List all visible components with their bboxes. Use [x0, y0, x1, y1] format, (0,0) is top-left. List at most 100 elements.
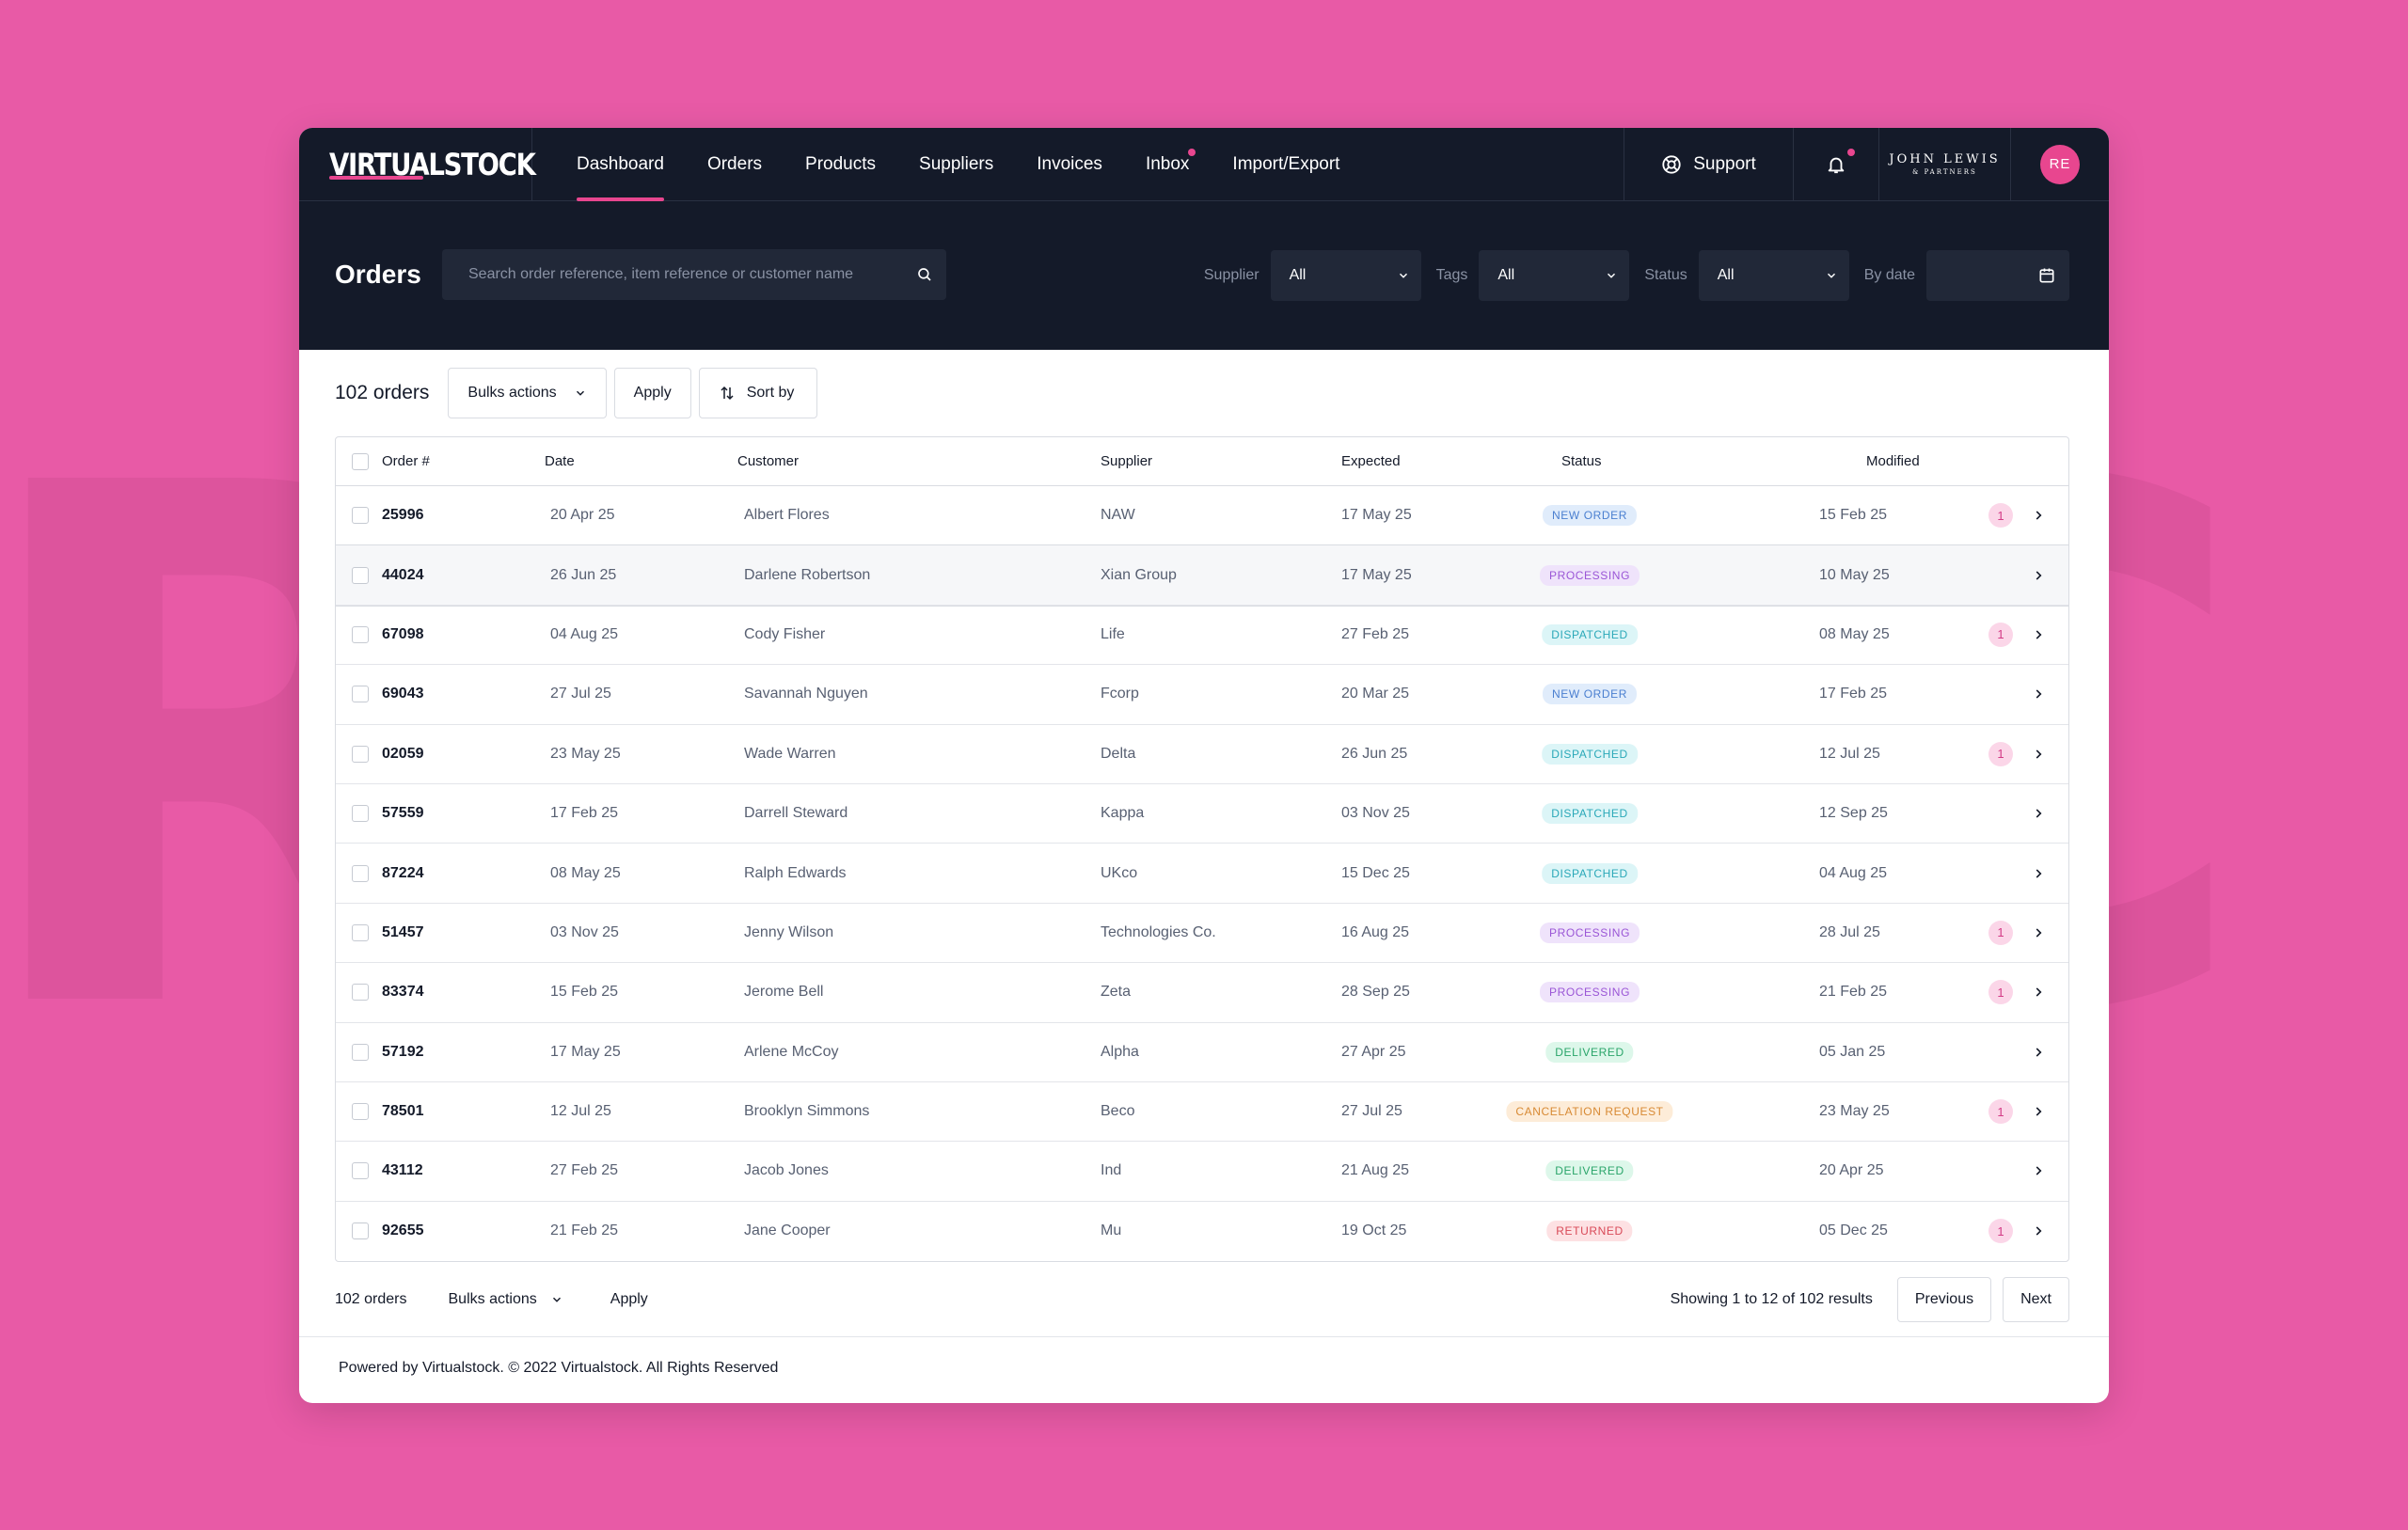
date-picker[interactable]	[1926, 250, 2069, 301]
row-checkbox[interactable]	[352, 507, 369, 525]
table-row[interactable]: 78501 12 Jul 25 Brooklyn Simmons Beco 27 Jul…	[336, 1082, 2068, 1143]
logo[interactable]: VIRTUALSTOCK	[299, 128, 536, 200]
order-number[interactable]: 43112	[382, 1162, 423, 1179]
order-number[interactable]: 02059	[382, 745, 424, 762]
header-supplier[interactable]: Supplier	[1101, 453, 1153, 469]
row-checkbox[interactable]	[352, 984, 369, 1002]
next-button[interactable]: Next	[2003, 1276, 2069, 1322]
status-filter-label: Status	[1644, 267, 1687, 283]
row-checkbox[interactable]	[352, 745, 369, 763]
chevron-down-icon	[552, 1297, 561, 1302]
nav-orders[interactable]: Orders	[706, 153, 763, 174]
chevron-right-icon[interactable]	[2032, 1105, 2045, 1118]
row-checkbox[interactable]	[352, 864, 369, 882]
order-number[interactable]: 51457	[382, 923, 424, 940]
table-row[interactable]: 02059 23 May 25 Wade Warren Delta 26 Jun 25 D…	[336, 725, 2068, 784]
table-row[interactable]: 67098 04 Aug 25 Cody Fisher Life 27 Feb 25 DI…	[336, 606, 2068, 666]
table-row[interactable]: 87224 08 May 25 Ralph Edwards UKco 15 Dec 25…	[336, 844, 2068, 904]
tags-select[interactable]: All	[1479, 250, 1630, 301]
table-row[interactable]: 43112 27 Feb 25 Jacob Jones Ind 21 Aug 25 DEL…	[336, 1142, 2068, 1202]
order-date: 08 May 25	[550, 864, 621, 881]
chevron-right-icon[interactable]	[2032, 986, 2045, 999]
chevron-right-icon[interactable]	[2032, 748, 2045, 761]
table-row[interactable]: 51457 03 Nov 25 Jenny Wilson Technologies C…	[336, 904, 2068, 964]
status-select[interactable]: All	[1698, 250, 1849, 301]
chevron-right-icon[interactable]	[2032, 569, 2045, 582]
filter-controls: Supplier All Tags All Status All By date	[1204, 250, 2069, 301]
sort-by-button[interactable]: Sort by	[698, 368, 818, 418]
order-number[interactable]: 87224	[382, 864, 424, 881]
row-checkbox[interactable]	[352, 1222, 369, 1240]
row-checkbox[interactable]	[352, 686, 369, 703]
pager-bulk-actions-dropdown[interactable]: Bulks actions	[449, 1291, 563, 1308]
chevron-right-icon[interactable]	[2032, 867, 2045, 880]
modified-date: 15 Feb 25	[1819, 507, 1888, 524]
table-body: 25996 20 Apr 25 Albert Flores NAW 17 May 25 N…	[336, 486, 2068, 1261]
nav-inbox[interactable]: Inbox	[1124, 128, 1211, 200]
table-row[interactable]: 57192 17 May 25 Arlene McCoy Alpha 27 Apr 25…	[336, 1023, 2068, 1082]
row-checkbox[interactable]	[352, 923, 369, 941]
header-status[interactable]: Status	[1561, 453, 1602, 469]
support-button[interactable]: Support	[1624, 128, 1793, 200]
pager-apply-button[interactable]: Apply	[610, 1290, 648, 1307]
table-row[interactable]: 57559 17 Feb 25 Darrell Steward Kappa 03 Nov…	[336, 784, 2068, 844]
table-row[interactable]: 69043 27 Jul 25 Savannah Nguyen Fcorp 20 Mar…	[336, 665, 2068, 725]
avatar[interactable]: RE	[2040, 144, 2080, 184]
chevron-right-icon[interactable]	[2032, 1164, 2045, 1177]
chevron-right-icon[interactable]	[2032, 509, 2045, 522]
nav-products[interactable]: Products	[805, 153, 877, 174]
row-checkbox[interactable]	[352, 1043, 369, 1061]
order-number[interactable]: 67098	[382, 625, 424, 642]
nav-invoices[interactable]: Invoices	[1037, 153, 1102, 174]
order-number[interactable]: 44024	[382, 566, 424, 583]
header-customer[interactable]: Customer	[737, 453, 800, 469]
supplier-name: Zeta	[1101, 984, 1132, 1001]
select-all-checkbox[interactable]	[352, 452, 369, 470]
nav-dashboard[interactable]: Dashboard	[555, 128, 686, 201]
expected-date: 28 Sep 25	[1341, 984, 1410, 1001]
order-date: 21 Feb 25	[550, 1222, 619, 1239]
search-input[interactable]	[468, 266, 916, 283]
user-menu[interactable]: RE	[2010, 128, 2109, 200]
search-icon[interactable]	[916, 266, 933, 283]
nav-suppliers[interactable]: Suppliers	[919, 153, 994, 174]
chevron-right-icon[interactable]	[2032, 687, 2045, 701]
row-checkbox[interactable]	[352, 1162, 369, 1180]
order-number[interactable]: 92655	[382, 1222, 424, 1239]
order-date: 26 Jun 25	[550, 566, 617, 583]
header-order[interactable]: Order #	[382, 453, 430, 469]
supplier-name: Kappa	[1101, 805, 1145, 822]
table-row[interactable]: 92655 21 Feb 25 Jane Cooper Mu 19 Oct 25 RETU…	[336, 1202, 2068, 1261]
chevron-right-icon[interactable]	[2032, 628, 2045, 641]
order-number[interactable]: 78501	[382, 1103, 424, 1120]
header-modified[interactable]: Modified	[1866, 453, 1920, 469]
row-checkbox[interactable]	[352, 1103, 369, 1121]
order-number[interactable]: 57559	[382, 805, 424, 822]
chevron-right-icon[interactable]	[2032, 1224, 2045, 1238]
status-badge: DISPATCHED	[1542, 803, 1638, 825]
header-date[interactable]: Date	[545, 453, 575, 469]
chevron-right-icon[interactable]	[2032, 807, 2045, 820]
chevron-right-icon[interactable]	[2032, 1046, 2045, 1059]
search-box	[442, 249, 946, 300]
table-row[interactable]: 25996 20 Apr 25 Albert Flores NAW 17 May 25 N…	[336, 486, 2068, 546]
row-checkbox[interactable]	[352, 625, 369, 643]
row-checkbox[interactable]	[352, 566, 369, 584]
table-row[interactable]: 44024 26 Jun 25 Darlene Robertson Xian Grou…	[336, 545, 2068, 606]
apply-button[interactable]: Apply	[613, 368, 691, 418]
previous-button[interactable]: Previous	[1896, 1276, 1992, 1322]
notifications-button[interactable]	[1793, 128, 1878, 200]
order-number[interactable]: 57192	[382, 1043, 424, 1060]
filter-bar: Orders Supplier All Tags All Status All	[299, 201, 2109, 350]
order-number[interactable]: 69043	[382, 686, 424, 702]
order-number[interactable]: 25996	[382, 507, 424, 524]
row-checkbox[interactable]	[352, 805, 369, 823]
chevron-right-icon[interactable]	[2032, 926, 2045, 939]
order-number[interactable]: 83374	[382, 984, 424, 1001]
supplier-select[interactable]: All	[1270, 250, 1421, 301]
bulk-actions-dropdown[interactable]: Bulks actions	[448, 368, 607, 418]
nav-import-export[interactable]: Import/Export	[1232, 153, 1340, 174]
supplier-name: Mu	[1101, 1222, 1122, 1239]
header-expected[interactable]: Expected	[1341, 453, 1401, 469]
table-row[interactable]: 83374 15 Feb 25 Jerome Bell Zeta 28 Sep 25 PR…	[336, 963, 2068, 1023]
